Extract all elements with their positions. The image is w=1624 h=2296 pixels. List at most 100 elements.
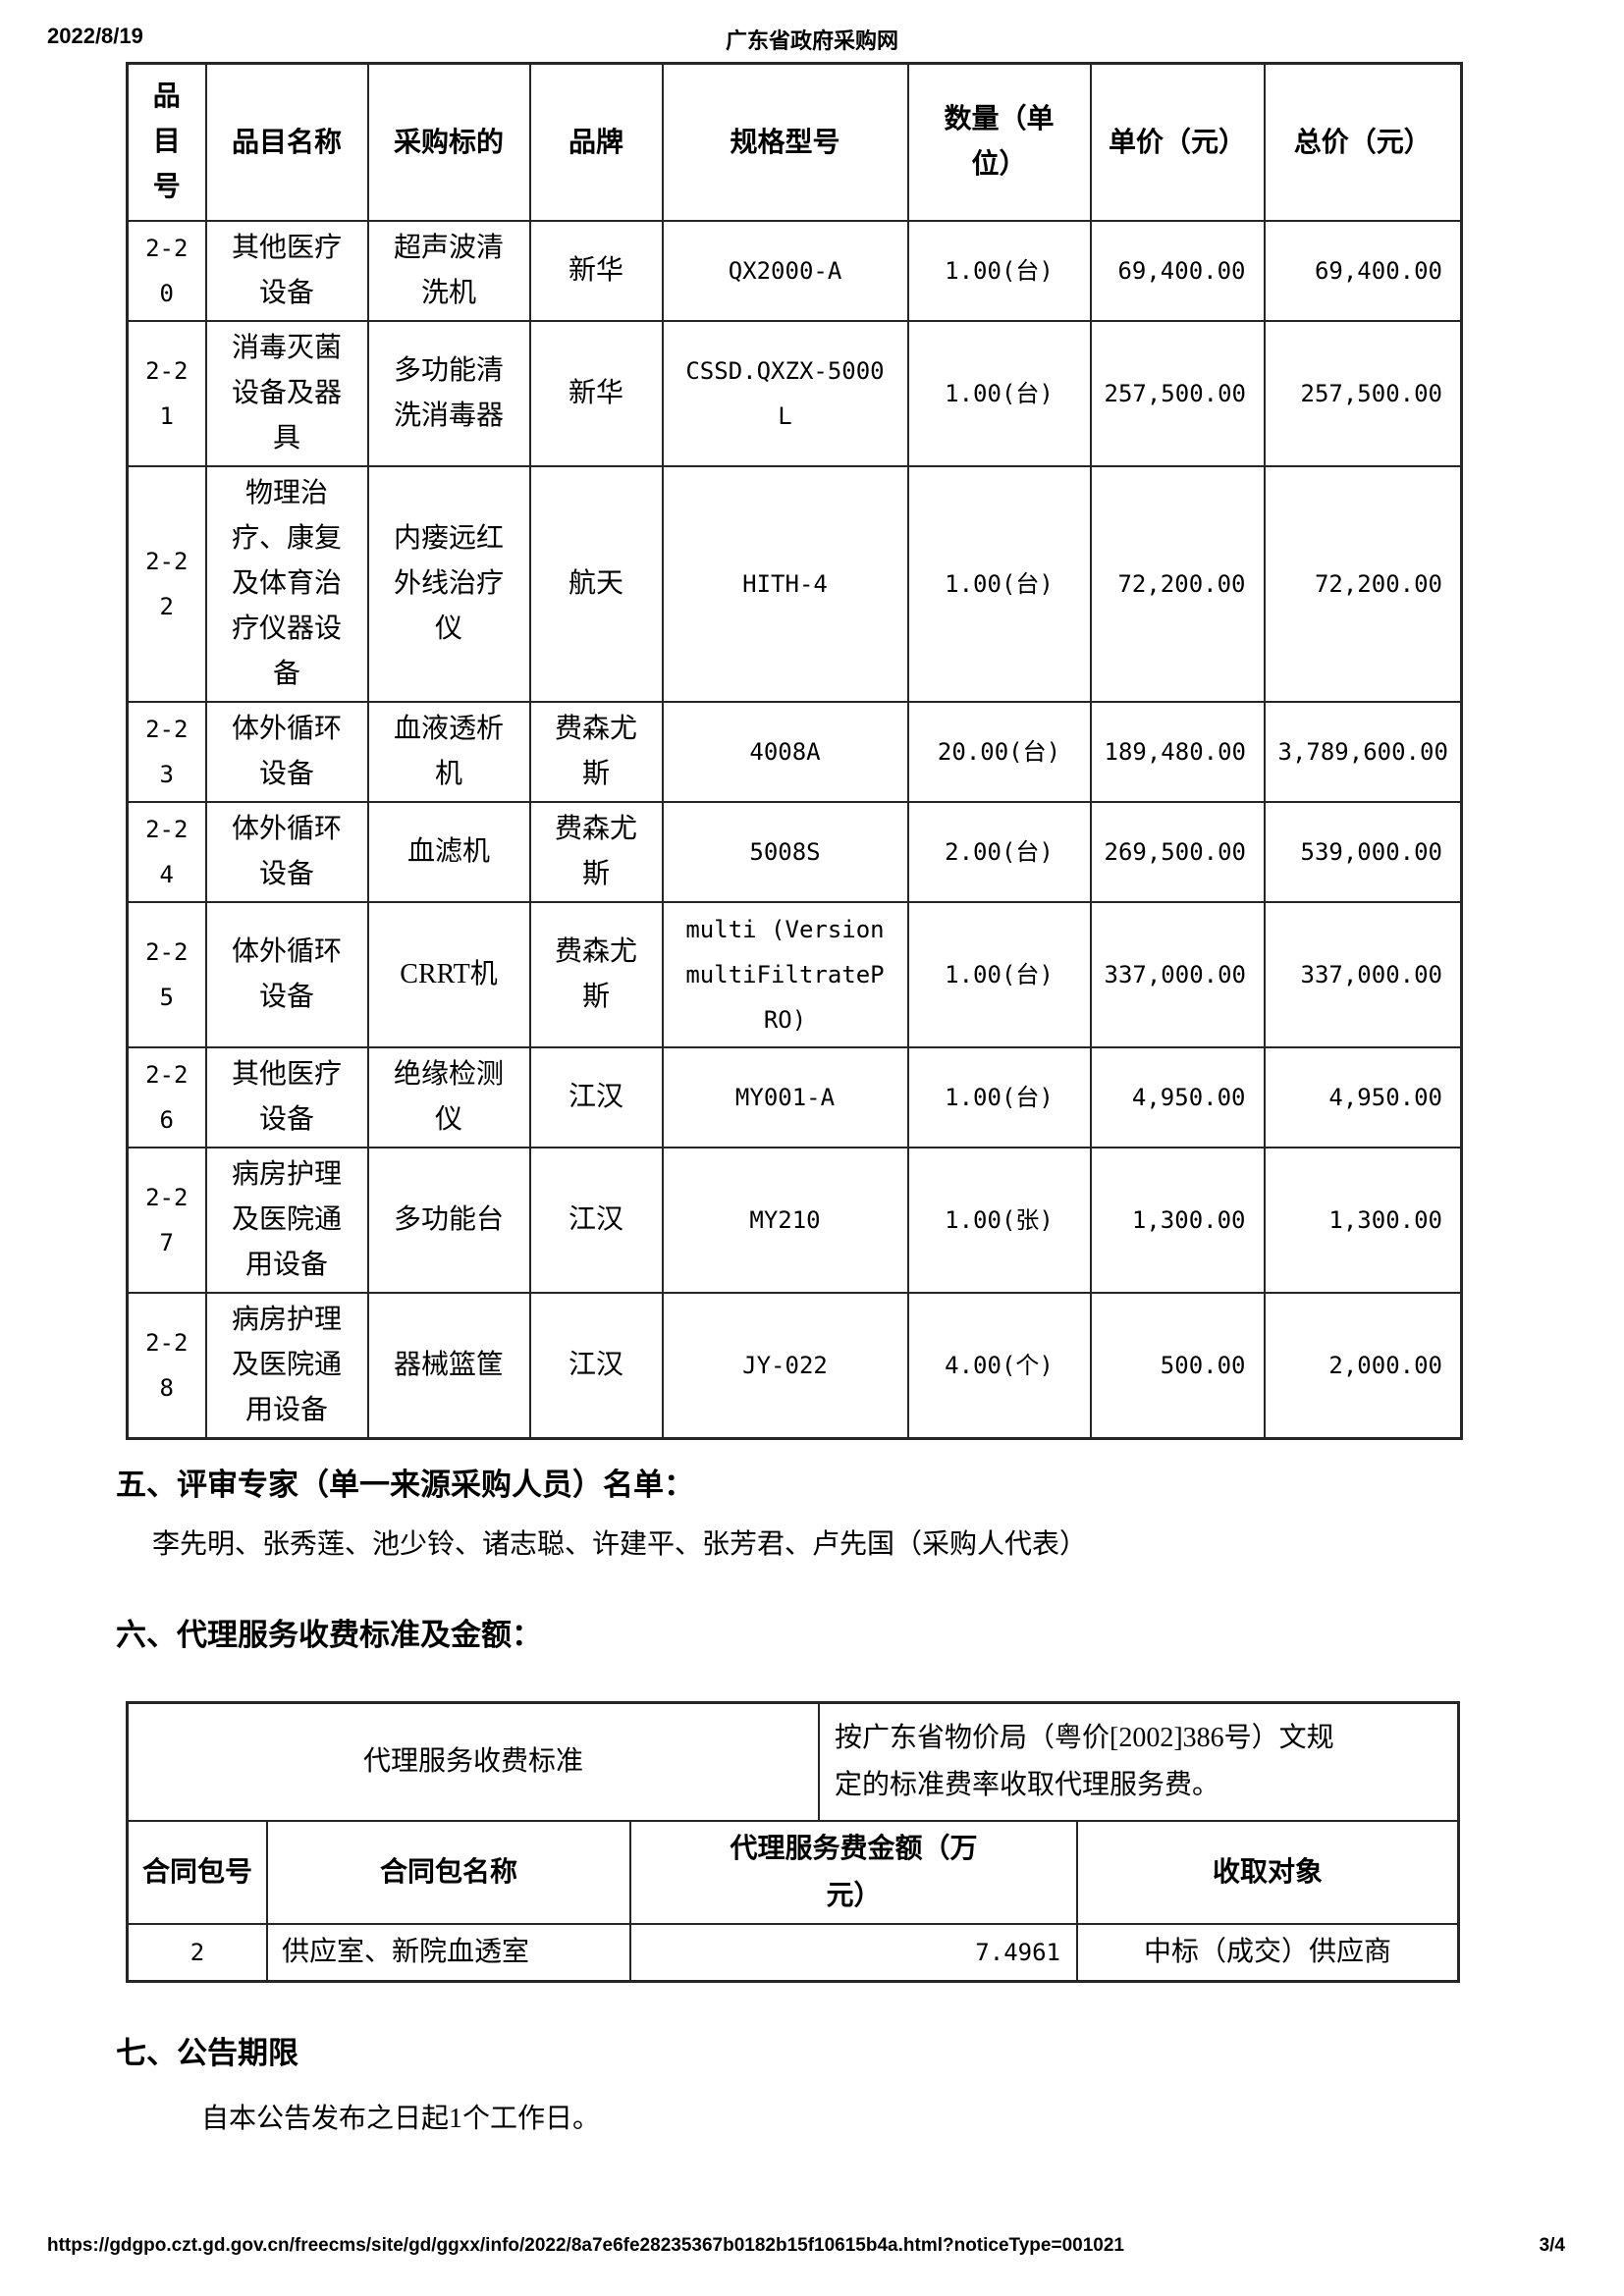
items-table-body: 2-20 其他医疗设备 超声波清洗机 新华 QX2000-A 1.00(台) 69,400.…	[126, 220, 1463, 1440]
column-header-procurement-object: 采购标的	[366, 62, 531, 222]
fee-table-header-row: 合同包号 合同包名称 代理服务费金额（万元） 收取对象	[129, 1820, 1457, 1923]
items-table-cell: MY001-A	[661, 1046, 909, 1148]
items-table: 品目号 品目名称 采购标的 品牌 规格型号 数量（单位） 单价（元） 总价（元）…	[126, 62, 1463, 1440]
items-table-cell: 72,200.00	[1263, 465, 1463, 703]
items-table-cell: HITH-4	[661, 465, 909, 703]
column-header-fee-amount: 代理服务费金额（万元）	[629, 1822, 1076, 1923]
items-table-cell: 2-28	[126, 1292, 207, 1440]
column-header-total-price: 总价（元）	[1263, 62, 1463, 222]
items-table-cell: 超声波清洗机	[366, 220, 531, 322]
column-header-quantity: 数量（单位）	[906, 62, 1092, 222]
items-table-cell: 新华	[528, 220, 664, 322]
items-table-cell: 1.00(张)	[906, 1147, 1092, 1294]
column-header-model: 规格型号	[661, 62, 909, 222]
column-header-item-no: 品目号	[126, 62, 207, 222]
fee-amount-cell: 7.4961	[629, 1925, 1076, 1980]
items-table-cell: 江汉	[528, 1147, 664, 1294]
items-table-cell: MY210	[661, 1147, 909, 1294]
items-table-cell: 器械篮筐	[366, 1292, 531, 1440]
items-table-cell: QX2000-A	[661, 220, 909, 322]
items-table-cell: 72,200.00	[1089, 465, 1266, 703]
items-table-cell: 2,000.00	[1263, 1292, 1463, 1440]
items-table-cell: 体外循环设备	[204, 801, 369, 903]
items-table-row: 2-20 其他医疗设备 超声波清洗机 新华 QX2000-A 1.00(台) 69,400.…	[126, 220, 1463, 322]
items-table-cell: 2-25	[126, 901, 207, 1048]
items-table-cell: 2-26	[126, 1046, 207, 1148]
column-header-brand: 品牌	[528, 62, 664, 222]
items-table-header-row: 品目号 品目名称 采购标的 品牌 规格型号 数量（单位） 单价（元） 总价（元）	[126, 62, 1463, 222]
items-table-cell: 189,480.00	[1089, 701, 1266, 803]
fee-standard-text: 按广东省物价局（粤价[2002]386号）文规 定的标准费率收取代理服务费。	[818, 1704, 1457, 1820]
items-table-cell: 2-24	[126, 801, 207, 903]
fee-standard-text-line2: 定的标准费率收取代理服务费。	[835, 1770, 1220, 1800]
items-table-cell: 337,000.00	[1263, 901, 1463, 1048]
items-table-row: 2-21 消毒灭菌设备及器具 多功能清洗消毒器 新华 CSSD.QXZX-5000L 1.…	[126, 320, 1463, 467]
items-table-cell: 20.00(台)	[906, 701, 1092, 803]
fee-standard-text-line1: 按广东省物价局（粤价[2002]386号）文规	[835, 1723, 1334, 1753]
items-table-cell: 费森尤斯	[528, 701, 664, 803]
items-table-cell: 3,789,600.00	[1263, 701, 1463, 803]
agency-fee-table: 代理服务收费标准 按广东省物价局（粤价[2002]386号）文规 定的标准费率收…	[126, 1701, 1460, 1983]
items-table-cell: multi (Version multiFiltratePRO)	[661, 901, 909, 1048]
column-header-package-name: 合同包名称	[266, 1822, 629, 1923]
items-table-cell: 257,500.00	[1263, 320, 1463, 467]
section-five-heading: 五、评审专家（单一来源采购人员）名单：	[116, 1468, 694, 1502]
print-date: 2022/8/19	[47, 24, 143, 48]
items-table-cell: 1.00(台)	[906, 465, 1092, 703]
items-table-cell: 病房护理及医院通用设备	[204, 1147, 369, 1294]
items-table-cell: 4,950.00	[1089, 1046, 1266, 1148]
items-table-cell: 4008A	[661, 701, 909, 803]
items-table-cell: 500.00	[1089, 1292, 1266, 1440]
footer-url: https://gdgpo.czt.gd.gov.cn/freecms/site…	[47, 2235, 1124, 2256]
items-table-cell: 血液透析机	[366, 701, 531, 803]
items-table-cell: 1,300.00	[1263, 1147, 1463, 1294]
items-table-row: 2-25 体外循环设备 CRRT机 费森尤斯 multi (Version multiF…	[126, 901, 1463, 1048]
fee-standard-label: 代理服务收费标准	[362, 1746, 583, 1777]
items-table-cell: 2.00(台)	[906, 801, 1092, 903]
items-table-cell: 物理治疗、康复及体育治疗仪器设备	[204, 465, 369, 703]
items-table-row: 2-27 病房护理及医院通用设备 多功能台 江汉 MY210 1.00(张) 1,300.0…	[126, 1147, 1463, 1294]
section-six-heading: 六、代理服务收费标准及金额：	[116, 1618, 542, 1652]
items-table-cell: CSSD.QXZX-5000L	[661, 320, 909, 467]
items-table-row: 2-28 病房护理及医院通用设备 器械篮筐 江汉 JY-022 4.00(个) 500.00…	[126, 1292, 1463, 1440]
site-title: 广东省政府采购网	[725, 28, 898, 53]
items-table-cell: 2-22	[126, 465, 207, 703]
items-table-cell: 费森尤斯	[528, 901, 664, 1048]
print-footer: https://gdgpo.czt.gd.gov.cn/freecms/site…	[47, 2235, 1565, 2257]
items-table-cell: 2-21	[126, 320, 207, 467]
items-table-cell: 病房护理及医院通用设备	[204, 1292, 369, 1440]
items-table-cell: 2-27	[126, 1147, 207, 1294]
items-table-cell: 费森尤斯	[528, 801, 664, 903]
items-table-cell: 69,400.00	[1089, 220, 1266, 322]
items-table-cell: 新华	[528, 320, 664, 467]
items-table-row: 2-22 物理治疗、康复及体育治疗仪器设备 内瘘远红外线治疗仪 航天 HITH-4 1.0…	[126, 465, 1463, 703]
items-table-row: 2-26 其他医疗设备 绝缘检测仪 江汉 MY001-A 1.00(台) 4,950.00 4…	[126, 1046, 1463, 1148]
column-header-package-no: 合同包号	[141, 1856, 252, 1888]
items-table-cell: 多功能台	[366, 1147, 531, 1294]
items-table-cell: 337,000.00	[1089, 901, 1266, 1048]
package-no-cell: 2	[189, 1939, 205, 1966]
items-table-cell: 江汉	[528, 1046, 664, 1148]
items-table-cell: JY-022	[661, 1292, 909, 1440]
items-table-cell: 257,500.00	[1089, 320, 1266, 467]
fee-table-data-row: 2 供应室、新院血透室 7.4961 中标（成交）供应商	[129, 1923, 1457, 1980]
column-header-item-name: 品目名称	[204, 62, 369, 222]
items-table-cell: 1.00(台)	[906, 320, 1092, 467]
section-seven-body: 自本公告发布之日起1个工作日。	[201, 2104, 601, 2134]
items-table-cell: 2-23	[126, 701, 207, 803]
items-table-cell: 1.00(台)	[906, 901, 1092, 1048]
expert-names: 李先明、张秀莲、池少铃、诸志聪、许建平、张芳君、卢先国（采购人代表）	[152, 1529, 1088, 1560]
items-table-cell: 内瘘远红外线治疗仪	[366, 465, 531, 703]
items-table-cell: 绝缘检测仪	[366, 1046, 531, 1148]
items-table-cell: 1,300.00	[1089, 1147, 1266, 1294]
section-seven-heading: 七、公告期限	[116, 2036, 298, 2070]
items-table-cell: 血滤机	[366, 801, 531, 903]
items-table-row: 2-23 体外循环设备 血液透析机 费森尤斯 4008A 20.00(台) 189,480.…	[126, 701, 1463, 803]
items-table-cell: 其他医疗设备	[204, 220, 369, 322]
items-table-cell: 4.00(个)	[906, 1292, 1092, 1440]
items-table-cell: 江汉	[528, 1292, 664, 1440]
items-table-cell: 多功能清洗消毒器	[366, 320, 531, 467]
column-header-unit-price: 单价（元）	[1089, 62, 1266, 222]
fee-payer-cell: 中标（成交）供应商	[1076, 1925, 1457, 1980]
